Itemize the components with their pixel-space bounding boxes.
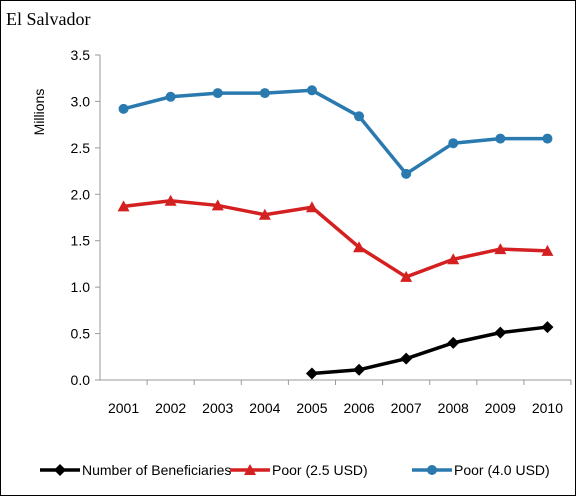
point [165,91,176,102]
point [305,367,318,380]
point [400,270,413,282]
legend-marker [427,465,437,475]
point [447,253,460,265]
x-tick-label: 2007 [391,400,422,416]
x-tick-label: 2002 [155,400,186,416]
point [306,85,317,96]
chart-title: El Salvador [6,9,90,29]
y-tick-label: 1.5 [71,233,91,249]
legend-label: Poor (4.0 USD) [454,462,550,478]
legend-marker [54,464,66,476]
point [494,243,507,255]
point [305,201,318,213]
x-tick-label: 2005 [296,400,327,416]
y-tick-label: 3.0 [71,93,91,109]
y-axis-label: Millions [31,89,47,136]
x-tick-label: 2008 [438,400,469,416]
x-tick-label: 2009 [485,400,516,416]
point [118,103,129,114]
y-tick-label: 2.5 [71,140,91,156]
point [258,208,271,220]
point [447,336,460,349]
y-tick-label: 0.5 [71,326,91,342]
point [353,241,366,253]
x-tick-label: 2004 [249,400,280,416]
y-tick-label: 1.0 [71,279,91,295]
series-line [123,88,548,177]
x-tick-label: 2010 [532,400,563,416]
point [495,133,506,144]
y-tick-label: 0.0 [71,372,91,388]
point [354,111,365,122]
point [211,199,224,211]
x-tick-label: 2006 [343,400,374,416]
legend-label: Poor (2.5 USD) [272,462,368,478]
point [259,88,270,99]
point [448,138,459,149]
legend-label: Number of Beneficiaries [82,462,231,478]
point [541,244,554,256]
point [494,326,507,339]
x-tick-label: 2003 [202,400,233,416]
point [400,352,413,365]
point [541,321,554,334]
point [542,133,553,144]
y-tick-label: 2.0 [71,186,91,202]
point [117,200,130,212]
series-line [123,199,548,279]
point [353,363,366,376]
y-tick-label: 3.5 [71,47,91,63]
point [401,168,412,179]
series-line [311,325,548,376]
point [212,88,223,99]
x-tick-label: 2001 [108,400,139,416]
legend-marker [244,464,256,475]
point [164,194,177,206]
